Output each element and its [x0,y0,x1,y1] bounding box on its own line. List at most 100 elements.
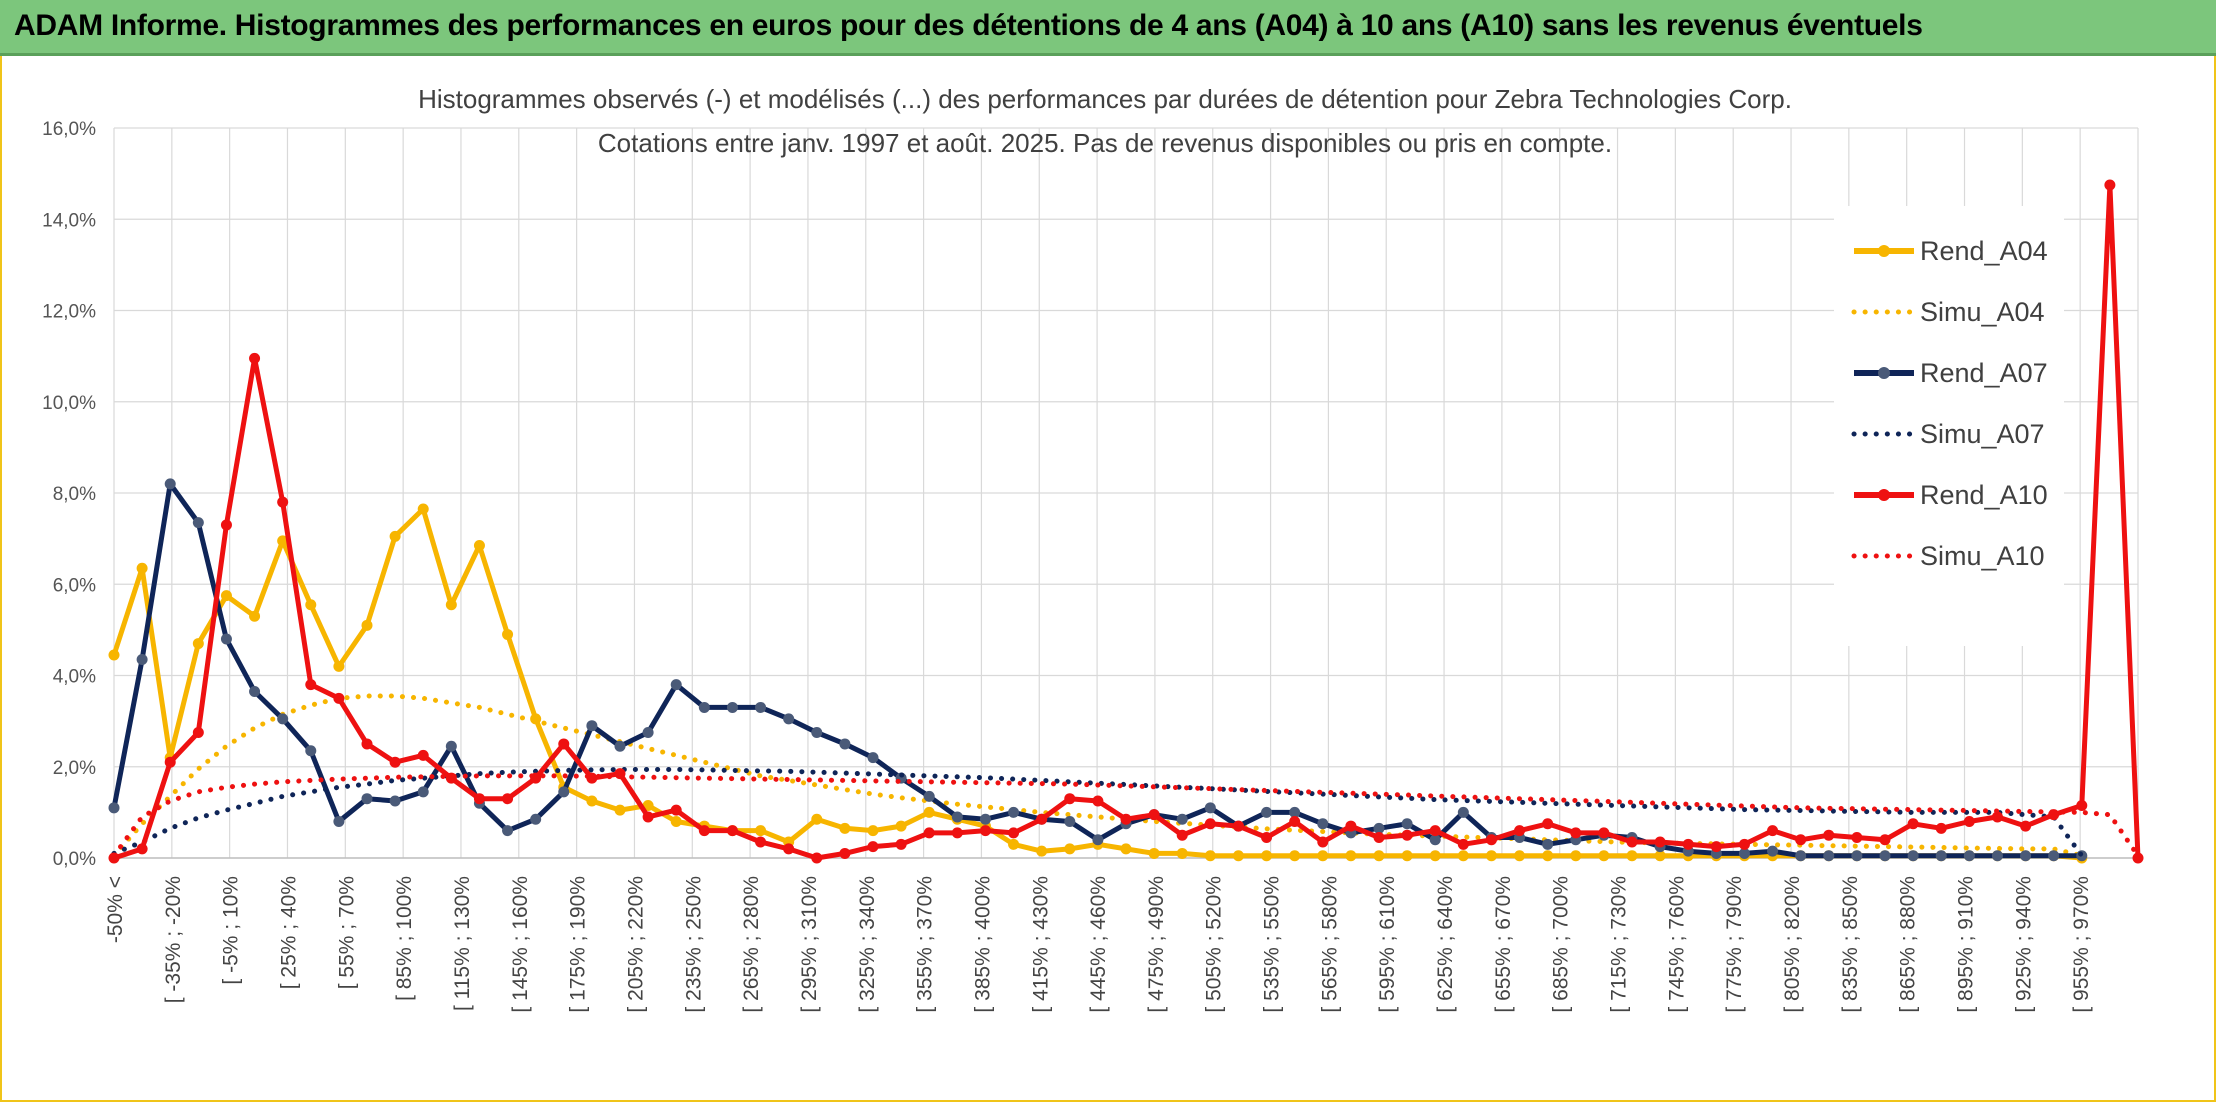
legend-item-simu-a10: Simu_A10 [1851,541,2045,571]
data-point [1935,850,1947,862]
x-tick-label: [ 775% ; 790% [1723,876,1746,1013]
x-tick-label: [ 205% ; 220% [624,876,647,1013]
legend-item-simu-a04: Simu_A04 [1851,297,2045,327]
data-point [895,820,907,832]
data-point [1289,806,1301,818]
data-point [389,756,401,768]
data-point [951,811,963,823]
data-point [417,749,429,761]
legend-marker [1878,489,1890,501]
chart-title-group: Histogrammes observés (-) et modélisés (… [418,84,1792,158]
x-tick-label: [ 925% ; 940% [2012,876,2035,1013]
data-point [1232,850,1244,862]
data-point [1401,850,1413,862]
x-tick-label: [ 325% ; 340% [856,876,879,1013]
data-point [2132,852,2144,864]
data-point [979,825,991,837]
x-tick-label: [ 955% ; 970% [2070,876,2093,1013]
data-point [1654,850,1666,862]
data-point [108,649,120,661]
data-point [1036,813,1048,825]
series-line [111,693,2085,859]
x-tick-label: [ 835% ; 850% [1839,876,1862,1013]
data-point [839,847,851,859]
data-point [1289,850,1301,862]
data-point [1148,847,1160,859]
data-point [698,701,710,713]
data-point [1738,847,1750,859]
data-point [1092,834,1104,846]
legend-item-simu-a07: Simu_A07 [1851,419,2045,449]
report-banner: ADAM Informe. Histogrammes des performan… [0,0,2216,56]
x-tick-label: [ 595% ; 610% [1376,876,1399,1013]
data-point [642,727,654,739]
data-point [1514,850,1526,862]
data-point [614,740,626,752]
x-tick-label: [ 85% ; 100% [393,876,416,1001]
series-layer [108,179,2144,864]
data-point [164,478,176,490]
x-tick-label: [ 745% ; 760% [1665,876,1688,1013]
data-point [1120,843,1132,855]
data-point [361,738,373,750]
data-point [895,838,907,850]
legend-label: Simu_A10 [1920,541,2045,571]
data-point [1345,820,1357,832]
data-point [305,599,317,611]
data-point [1598,850,1610,862]
data-point [502,825,514,837]
data-point [951,827,963,839]
data-point [473,793,485,805]
data-point [1429,825,1441,837]
data-point [2020,820,2032,832]
data-point [1542,838,1554,850]
data-point [1373,850,1385,862]
data-point [811,813,823,825]
legend-label: Rend_A07 [1920,358,2048,388]
y-tick-label: 12,0% [42,302,96,323]
data-point [1092,795,1104,807]
x-tick-label: [ 895% ; 910% [1955,876,1978,1013]
chart-title-line-1: Histogrammes observés (-) et modélisés (… [418,84,1792,114]
legend-label: Simu_A07 [1920,419,2045,449]
data-point [1485,850,1497,862]
data-point [755,825,767,837]
data-point [1514,825,1526,837]
data-point [2076,800,2088,812]
y-tick-label: 6,0% [53,575,96,596]
data-point [1570,827,1582,839]
x-tick-label: [ 715% ; 730% [1608,876,1631,1013]
data-point [1851,850,1863,862]
data-point [1008,806,1020,818]
data-point [1542,850,1554,862]
data-point [333,660,345,672]
data-point [1064,816,1076,827]
data-point [1485,834,1497,846]
data-point [783,713,795,725]
x-tick-label: [ 385% ; 400% [971,876,994,1013]
data-point [1795,834,1807,846]
data-point [811,727,823,739]
x-tick-label: [ 475% ; 490% [1145,876,1168,1013]
data-point [1457,850,1469,862]
x-tick-label: [ 805% ; 820% [1781,876,1804,1013]
data-point [1963,816,1975,827]
y-tick-label: 10,0% [42,393,96,414]
series-rend-a10 [108,179,2144,864]
data-point [1176,829,1188,841]
data-point [867,841,879,853]
chart-grid [113,127,2139,859]
x-tick-label: [ 625% ; 640% [1434,876,1457,1013]
data-point [1738,838,1750,850]
x-tick-label: -50% < [104,876,127,943]
legend-label: Simu_A04 [1920,297,2045,327]
y-tick-label: 14,0% [42,210,96,231]
data-point [417,503,429,515]
data-point [220,519,232,531]
x-tick-label: [ 145% ; 160% [509,876,532,1013]
report-title: ADAM Informe. Histogrammes des performan… [14,9,1923,42]
data-point [108,802,120,814]
data-point [726,701,738,713]
chart-title-line-2: Cotations entre janv. 1997 et août. 2025… [598,128,1612,158]
data-point [1991,811,2003,823]
